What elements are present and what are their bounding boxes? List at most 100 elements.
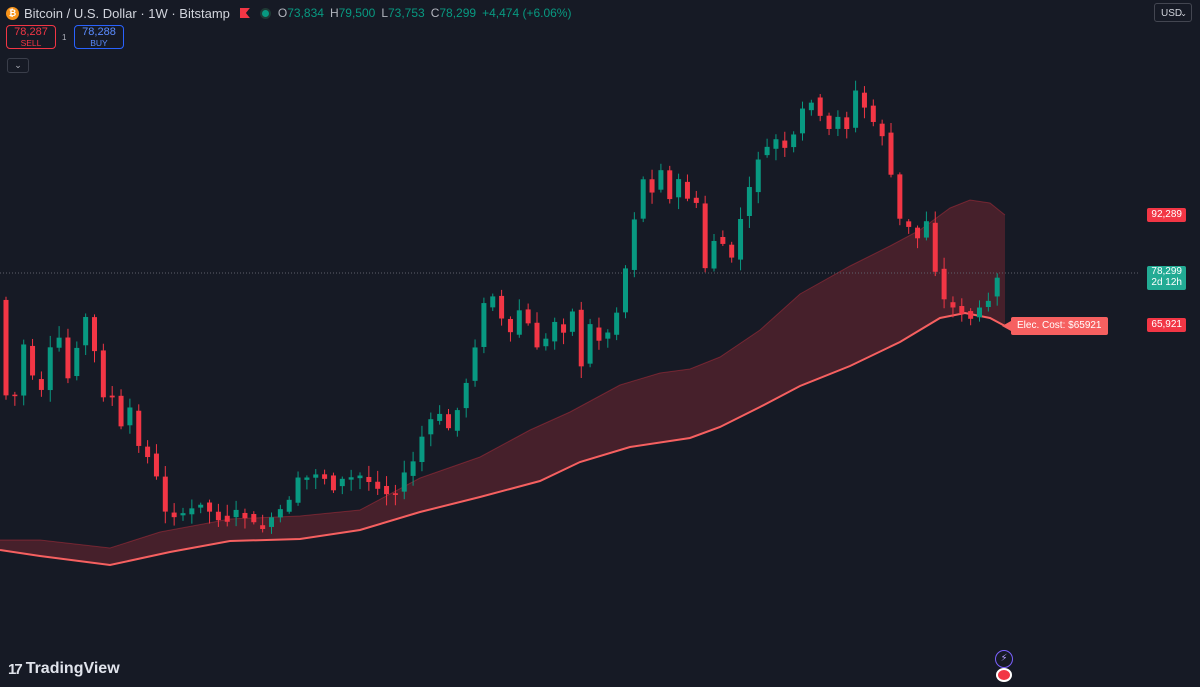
candle-body xyxy=(463,382,469,409)
elec-cost-line xyxy=(0,311,1006,567)
candle-body xyxy=(118,395,124,427)
candle-body xyxy=(543,338,549,347)
candle-body xyxy=(649,179,655,193)
tradingview-logo[interactable]: 17 TradingView xyxy=(8,660,120,678)
candle-body xyxy=(454,410,460,431)
candle-body xyxy=(791,134,797,148)
lightning-icon[interactable]: ⚡ xyxy=(995,650,1013,668)
sell-price: 78,287 xyxy=(14,26,48,38)
candle-body xyxy=(357,475,363,479)
elec-cost-label: Elec. Cost: $65921 xyxy=(1002,317,1108,335)
flag-icon[interactable] xyxy=(239,8,250,18)
candle-body xyxy=(127,407,133,426)
candle-body xyxy=(12,394,18,397)
candle-body xyxy=(640,179,646,219)
candle-body xyxy=(207,502,213,512)
candle-body xyxy=(348,477,354,480)
buy-price: 78,288 xyxy=(82,26,116,38)
candle-body xyxy=(738,219,744,260)
candle-body xyxy=(534,322,540,348)
candle-body xyxy=(286,499,292,512)
candle-body xyxy=(437,413,443,421)
candle-body xyxy=(100,350,106,398)
candle-body xyxy=(516,310,522,335)
candle-body xyxy=(47,347,53,391)
candle-body xyxy=(614,312,620,335)
candle-body xyxy=(490,296,496,308)
candle-body xyxy=(729,244,735,258)
candle-body xyxy=(994,277,1000,297)
candle-body xyxy=(720,237,726,244)
tradingview-wordmark: TradingView xyxy=(25,660,120,677)
candle-body xyxy=(472,347,478,381)
symbol-title[interactable]: Bitcoin / U.S. Dollar · 1W · Bitstamp xyxy=(24,5,230,21)
ohlc-low: L73,753 xyxy=(381,6,425,20)
candle-body xyxy=(888,132,894,175)
candle-body xyxy=(401,472,407,492)
candle-body xyxy=(3,299,9,396)
collapse-legend-button[interactable]: ⌄ xyxy=(7,58,29,73)
candle-body xyxy=(578,309,584,367)
candle-body xyxy=(313,474,319,478)
ohlc-high: H79,500 xyxy=(329,6,376,20)
last-price-label: 78,299 2d 12h xyxy=(1147,266,1186,290)
candle-body xyxy=(198,504,204,508)
ohlc-close: C78,299 xyxy=(430,6,477,20)
candle-body xyxy=(906,221,912,227)
chevron-down-icon: ⌄ xyxy=(14,60,22,70)
candle-body xyxy=(269,517,274,527)
candle-body xyxy=(83,316,89,346)
candle-body xyxy=(251,514,257,523)
currency-select[interactable]: USD ⌄ xyxy=(1154,3,1192,22)
candle-body xyxy=(330,475,336,491)
buy-label: BUY xyxy=(90,38,108,48)
bitcoin-icon: ₿ xyxy=(6,6,19,20)
candle-body xyxy=(561,324,567,333)
candle-body xyxy=(977,307,982,318)
sell-label: SELL xyxy=(20,38,42,48)
candle-body xyxy=(658,170,664,190)
candle-body xyxy=(525,309,531,324)
candle-body xyxy=(180,513,186,516)
spread-value: 1 xyxy=(62,33,67,42)
candle-body xyxy=(684,181,690,199)
candle-body xyxy=(74,347,80,377)
candle-body xyxy=(153,453,159,477)
candle-body xyxy=(215,511,221,521)
candle-body xyxy=(623,268,628,313)
candle-body xyxy=(853,90,859,128)
candle-body xyxy=(959,306,965,314)
us-flag-icon[interactable] xyxy=(996,668,1012,682)
market-open-dot-icon xyxy=(261,9,269,17)
candle-body xyxy=(702,203,708,269)
candle-body xyxy=(817,97,823,116)
bar-countdown: 2d 12h xyxy=(1151,277,1182,288)
candle-body xyxy=(861,92,867,108)
candle-body xyxy=(826,115,832,129)
last-price-value: 78,299 xyxy=(1151,266,1182,277)
candle-body xyxy=(410,461,416,476)
candle-body xyxy=(941,268,947,300)
sell-button[interactable]: 78,287 SELL xyxy=(6,25,56,49)
symbol-header: ₿ Bitcoin / U.S. Dollar · 1W · Bitstamp … xyxy=(6,5,571,21)
candle-body xyxy=(755,159,761,193)
buy-button[interactable]: 78,288 BUY xyxy=(74,25,124,49)
candle-body xyxy=(322,474,328,479)
candle-body xyxy=(782,140,788,148)
ohlc-open: O73,834 xyxy=(277,6,324,20)
candle-body xyxy=(552,321,558,342)
candle-body xyxy=(587,324,593,364)
candle-body xyxy=(746,187,752,217)
candle-body xyxy=(224,515,230,522)
candle-body xyxy=(693,197,699,203)
candle-body xyxy=(808,102,814,111)
candle-body xyxy=(676,179,682,198)
candle-body xyxy=(507,318,513,333)
candle-body xyxy=(38,379,44,390)
candle-body xyxy=(923,221,929,238)
candle-body xyxy=(136,410,142,446)
candle-body xyxy=(109,395,115,398)
candle-body xyxy=(375,481,381,489)
candle-body xyxy=(596,327,602,341)
